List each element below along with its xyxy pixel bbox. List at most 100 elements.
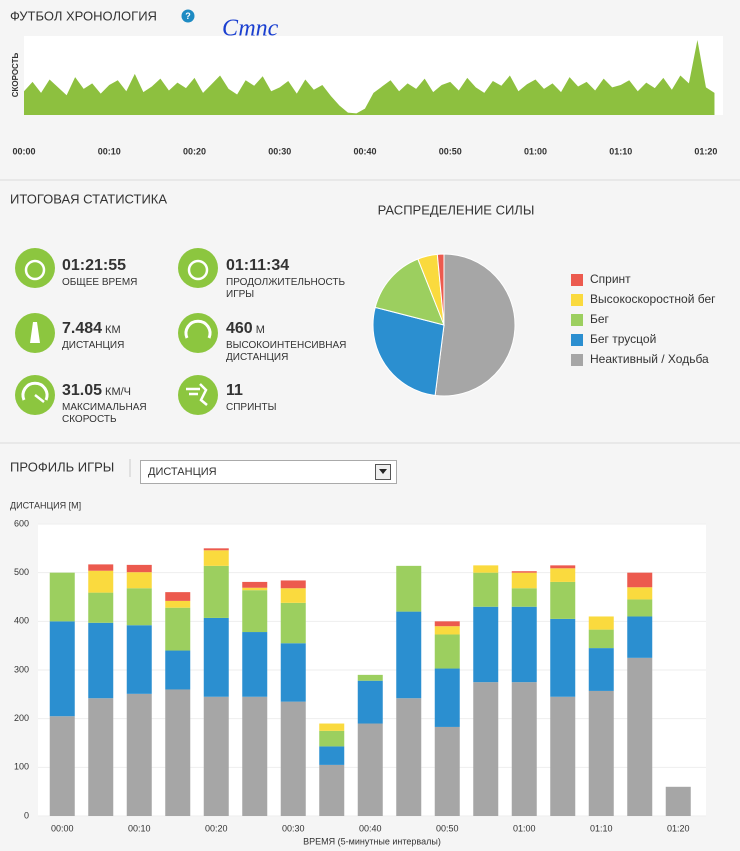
stat-value: 01:11:34 <box>226 257 290 274</box>
y-axis-label: СКОРОСТЬ <box>11 52 20 97</box>
stat-value: 01:21:55 <box>62 257 127 274</box>
section-title: ФУТБОЛ ХРОНОЛОГИЯ <box>10 8 157 23</box>
bar-segment <box>434 726 460 816</box>
x-axis-label: ВРЕМЯ (5-минутные интервалы) <box>303 836 441 846</box>
bar-segment <box>357 674 383 681</box>
bar-segment <box>203 696 229 816</box>
pie-slice <box>434 253 516 397</box>
icon-glyph <box>184 319 212 339</box>
bar-segment <box>165 607 191 651</box>
bar-segment <box>473 682 499 816</box>
stat-unit: М <box>255 324 265 336</box>
bar-segment <box>280 602 306 644</box>
legend-label: Бег <box>590 312 610 326</box>
bar-segment <box>203 548 229 551</box>
bar-segment <box>627 572 653 588</box>
x-tick-label: 01:00 <box>513 823 536 833</box>
bar-segment <box>49 572 75 622</box>
bar-segment <box>550 568 576 582</box>
y-tick-label: 200 <box>14 713 29 723</box>
x-tick-label: 00:00 <box>51 823 74 833</box>
stat-value-line: 31.05 КМ/Ч <box>62 382 162 400</box>
x-tick-label: 00:10 <box>128 823 151 833</box>
bar-segment <box>396 698 422 816</box>
x-tick-label: 01:20 <box>667 823 690 833</box>
icon-duration <box>178 248 218 288</box>
bar-segment <box>319 746 345 765</box>
stat-value: 7.484 <box>62 320 103 337</box>
bar-segment <box>357 680 383 724</box>
legend-label: Бег трусцой <box>590 332 656 346</box>
bar-segment <box>434 626 460 635</box>
stat-icons <box>15 248 218 415</box>
bar-segment <box>203 617 229 697</box>
help-icon[interactable] <box>181 9 195 23</box>
bar-segment <box>511 588 537 607</box>
legend-swatch <box>571 274 583 286</box>
icon-glyph <box>24 259 46 281</box>
stat-label: ДИСТАНЦИЯ <box>62 340 125 351</box>
stat-value-line: 11 <box>226 382 356 400</box>
x-tick-label: 01:20 <box>694 146 717 156</box>
stat-label: СПРИНТЫ <box>226 402 277 413</box>
bar-segment <box>434 668 460 727</box>
stat-value-line: 01:21:55 <box>62 257 172 275</box>
x-tick-label: 00:30 <box>282 823 305 833</box>
stat: 11 СПРИНТЫ <box>226 382 356 414</box>
bar-segment <box>473 606 499 683</box>
bar-segment <box>434 634 460 669</box>
bar-segment <box>126 693 152 816</box>
y-tick-label: 600 <box>14 518 29 528</box>
y-tick-label: 100 <box>14 762 29 772</box>
section-title: ИТОГОВАЯ СТАТИСТИКА <box>10 191 167 206</box>
speed-area <box>24 39 715 116</box>
dropdown-value[interactable]: ДИСТАНЦИЯ <box>148 466 217 478</box>
stat-value-line: 01:11:34 <box>226 257 356 275</box>
bar-segment <box>627 587 653 600</box>
bar-segment <box>165 689 191 816</box>
bar-segment <box>627 599 653 617</box>
bar-segment <box>550 696 576 816</box>
icon-glyph <box>21 381 49 401</box>
x-tick-label: 00:20 <box>205 823 228 833</box>
dropdown-arrow <box>379 469 387 474</box>
bar-segment <box>126 625 152 694</box>
bar-segment <box>550 618 576 697</box>
bar-segment <box>88 570 114 593</box>
stat-unit: КМ/Ч <box>105 386 132 398</box>
x-tick-label: 00:30 <box>268 146 291 156</box>
pie-slice <box>436 253 445 326</box>
x-tick-label: 01:10 <box>609 146 632 156</box>
legend-swatch <box>571 334 583 346</box>
stat-value: 31.05 <box>62 382 103 399</box>
bar-segment <box>203 550 229 566</box>
bar-segment <box>280 580 306 589</box>
bar-segment <box>88 592 114 623</box>
legend-swatch <box>571 314 583 326</box>
bar-segment <box>165 592 191 601</box>
bar-segment <box>627 616 653 658</box>
x-tick-label: 00:50 <box>436 823 459 833</box>
bar-segment <box>511 606 537 683</box>
y-tick-label: 400 <box>14 616 29 626</box>
bar-segment <box>511 572 537 589</box>
x-tick-label: 00:00 <box>12 146 35 156</box>
y-axis-label: ДИСТАНЦИЯ [М] <box>10 500 81 510</box>
pie-slice <box>374 258 445 326</box>
bar-segment <box>242 587 268 591</box>
icon-glyph <box>186 383 208 406</box>
icon-hi-distance <box>178 313 218 353</box>
bar-segment <box>511 571 537 573</box>
legend-swatch <box>571 354 583 366</box>
bar-segment <box>126 572 152 589</box>
bar-segment <box>49 621 75 717</box>
stat-value: 11 <box>226 382 243 399</box>
x-tick-label: 00:50 <box>439 146 462 156</box>
stat: 01:21:55 ОБЩЕЕ ВРЕМЯ <box>62 257 172 289</box>
icon-glyph <box>30 322 40 343</box>
help-icon-text[interactable]: ? <box>185 11 191 21</box>
stat: 31.05 КМ/Ч МАКСИМАЛЬНАЯ СКОРОСТЬ <box>62 382 162 426</box>
bar-segment <box>242 581 268 588</box>
dropdown[interactable] <box>140 460 397 484</box>
